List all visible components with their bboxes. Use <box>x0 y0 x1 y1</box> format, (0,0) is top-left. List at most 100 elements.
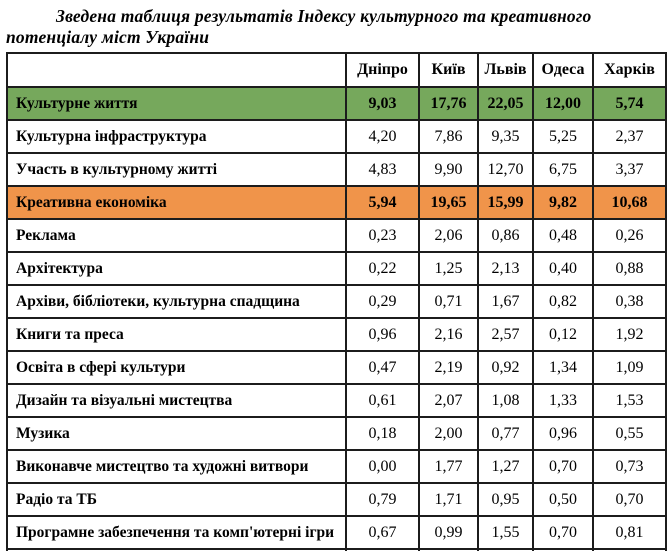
value-cell: 0,50 <box>532 482 594 517</box>
value-cell: 22,05 <box>477 86 534 121</box>
table-row: Креативна економіка 5,94 19,65 15,99 9,82 10,… <box>6 185 667 220</box>
value-cell <box>345 548 420 551</box>
row-label: Виконавче мистецтво та художні витвори <box>6 449 347 484</box>
value-cell: 0,12 <box>532 317 594 352</box>
row-label: Культурна інфраструктура <box>6 119 347 154</box>
value-cell: 0,47 <box>345 350 420 385</box>
table-row: Культурна інфраструктура 4,20 7,86 9,35 5,25… <box>6 119 667 154</box>
table-row: Архіви, бібліотеки, культурна спадщина 0,… <box>6 284 667 319</box>
value-cell: 0,82 <box>532 284 594 319</box>
table-header: Дніпро Київ Львів Одеса Харків <box>6 52 667 88</box>
value-cell: 9,82 <box>532 185 594 220</box>
value-cell: 0,67 <box>345 515 420 550</box>
value-cell: 1,71 <box>418 482 479 517</box>
value-cell: 1,92 <box>592 317 667 352</box>
column-header-city: Харків <box>592 52 667 88</box>
value-cell: 1,25 <box>418 251 479 286</box>
value-cell: 2,07 <box>418 383 479 418</box>
value-cell: 0,95 <box>477 482 534 517</box>
value-cell: 0,70 <box>532 449 594 484</box>
row-label: Креативна економіка <box>6 185 347 220</box>
value-cell: 9,35 <box>477 119 534 154</box>
value-cell: 2,37 <box>592 119 667 154</box>
row-label: Книги та преса <box>6 317 347 352</box>
table-row: Освіта в сфері культури 0,47 2,19 0,92 1,34 1… <box>6 350 667 385</box>
value-cell: 9,03 <box>345 86 420 121</box>
table-row: Книги та преса 0,96 2,16 2,57 0,12 1,92 <box>6 317 667 352</box>
value-cell: 0,96 <box>345 317 420 352</box>
value-cell: 0,38 <box>592 284 667 319</box>
table-row: Реклама 0,23 2,06 0,86 0,48 0,26 <box>6 218 667 253</box>
row-label <box>6 548 347 551</box>
value-cell: 3,37 <box>592 152 667 187</box>
value-cell: 1,08 <box>477 383 534 418</box>
value-cell: 2,06 <box>418 218 479 253</box>
value-cell: 10,68 <box>592 185 667 220</box>
value-cell: 2,19 <box>418 350 479 385</box>
row-label: Освіта в сфері культури <box>6 350 347 385</box>
row-label: Архітектура <box>6 251 347 286</box>
value-cell <box>477 548 534 551</box>
row-label: Архіви, бібліотеки, культурна спадщина <box>6 284 347 319</box>
value-cell: 1,33 <box>532 383 594 418</box>
column-header-city: Львів <box>477 52 534 88</box>
value-cell: 0,71 <box>418 284 479 319</box>
row-label: Музика <box>6 416 347 451</box>
table-row: Дизайн та візуальні мистецтва 0,61 2,07 1,0… <box>6 383 667 418</box>
value-cell: 0,61 <box>345 383 420 418</box>
table-row: Участь в культурному житті 4,83 9,90 12,70 6… <box>6 152 667 187</box>
value-cell: 0,88 <box>592 251 667 286</box>
table-row: Культурне життя 9,03 17,76 22,05 12,00 5,74 <box>6 86 667 121</box>
value-cell: 1,34 <box>532 350 594 385</box>
row-label: Радіо та ТБ <box>6 482 347 517</box>
value-cell: 4,83 <box>345 152 420 187</box>
partial-row <box>6 548 667 551</box>
value-cell: 5,74 <box>592 86 667 121</box>
row-label: Дизайн та візуальні мистецтва <box>6 383 347 418</box>
value-cell: 4,20 <box>345 119 420 154</box>
value-cell: 19,65 <box>418 185 479 220</box>
column-header-city: Дніпро <box>345 52 420 88</box>
row-label: Програмне забезпечення та комп'ютерні іг… <box>6 515 347 550</box>
value-cell: 1,77 <box>418 449 479 484</box>
table-row: Радіо та ТБ 0,79 1,71 0,95 0,50 0,70 <box>6 482 667 517</box>
value-cell: 0,96 <box>532 416 594 451</box>
value-cell: 0,79 <box>345 482 420 517</box>
value-cell: 0,40 <box>532 251 594 286</box>
value-cell: 1,09 <box>592 350 667 385</box>
value-cell: 0,86 <box>477 218 534 253</box>
value-cell: 6,75 <box>532 152 594 187</box>
value-cell: 1,53 <box>592 383 667 418</box>
value-cell: 0,55 <box>592 416 667 451</box>
value-cell <box>418 548 479 551</box>
column-header-city: Одеса <box>532 52 594 88</box>
value-cell: 17,76 <box>418 86 479 121</box>
value-cell: 0,26 <box>592 218 667 253</box>
value-cell: 2,00 <box>418 416 479 451</box>
value-cell: 15,99 <box>477 185 534 220</box>
value-cell: 9,90 <box>418 152 479 187</box>
value-cell: 12,00 <box>532 86 594 121</box>
row-label: Культурне життя <box>6 86 347 121</box>
index-results-table: Дніпро Київ Львів Одеса Харків Культурне жит… <box>6 52 667 551</box>
value-cell: 0,92 <box>477 350 534 385</box>
value-cell: 5,94 <box>345 185 420 220</box>
value-cell: 0,00 <box>345 449 420 484</box>
value-cell: 1,67 <box>477 284 534 319</box>
value-cell: 0,81 <box>592 515 667 550</box>
row-label: Реклама <box>6 218 347 253</box>
value-cell: 0,18 <box>345 416 420 451</box>
value-cell: 0,73 <box>592 449 667 484</box>
table-row: Виконавче мистецтво та художні витвори 0,… <box>6 449 667 484</box>
value-cell: 0,23 <box>345 218 420 253</box>
value-cell: 0,29 <box>345 284 420 319</box>
value-cell: 1,27 <box>477 449 534 484</box>
table-row: Музика 0,18 2,00 0,77 0,96 0,55 <box>6 416 667 451</box>
value-cell: 0,70 <box>592 482 667 517</box>
corner-cell <box>6 52 347 88</box>
value-cell <box>592 548 667 551</box>
value-cell: 2,57 <box>477 317 534 352</box>
value-cell: 2,13 <box>477 251 534 286</box>
value-cell: 2,16 <box>418 317 479 352</box>
